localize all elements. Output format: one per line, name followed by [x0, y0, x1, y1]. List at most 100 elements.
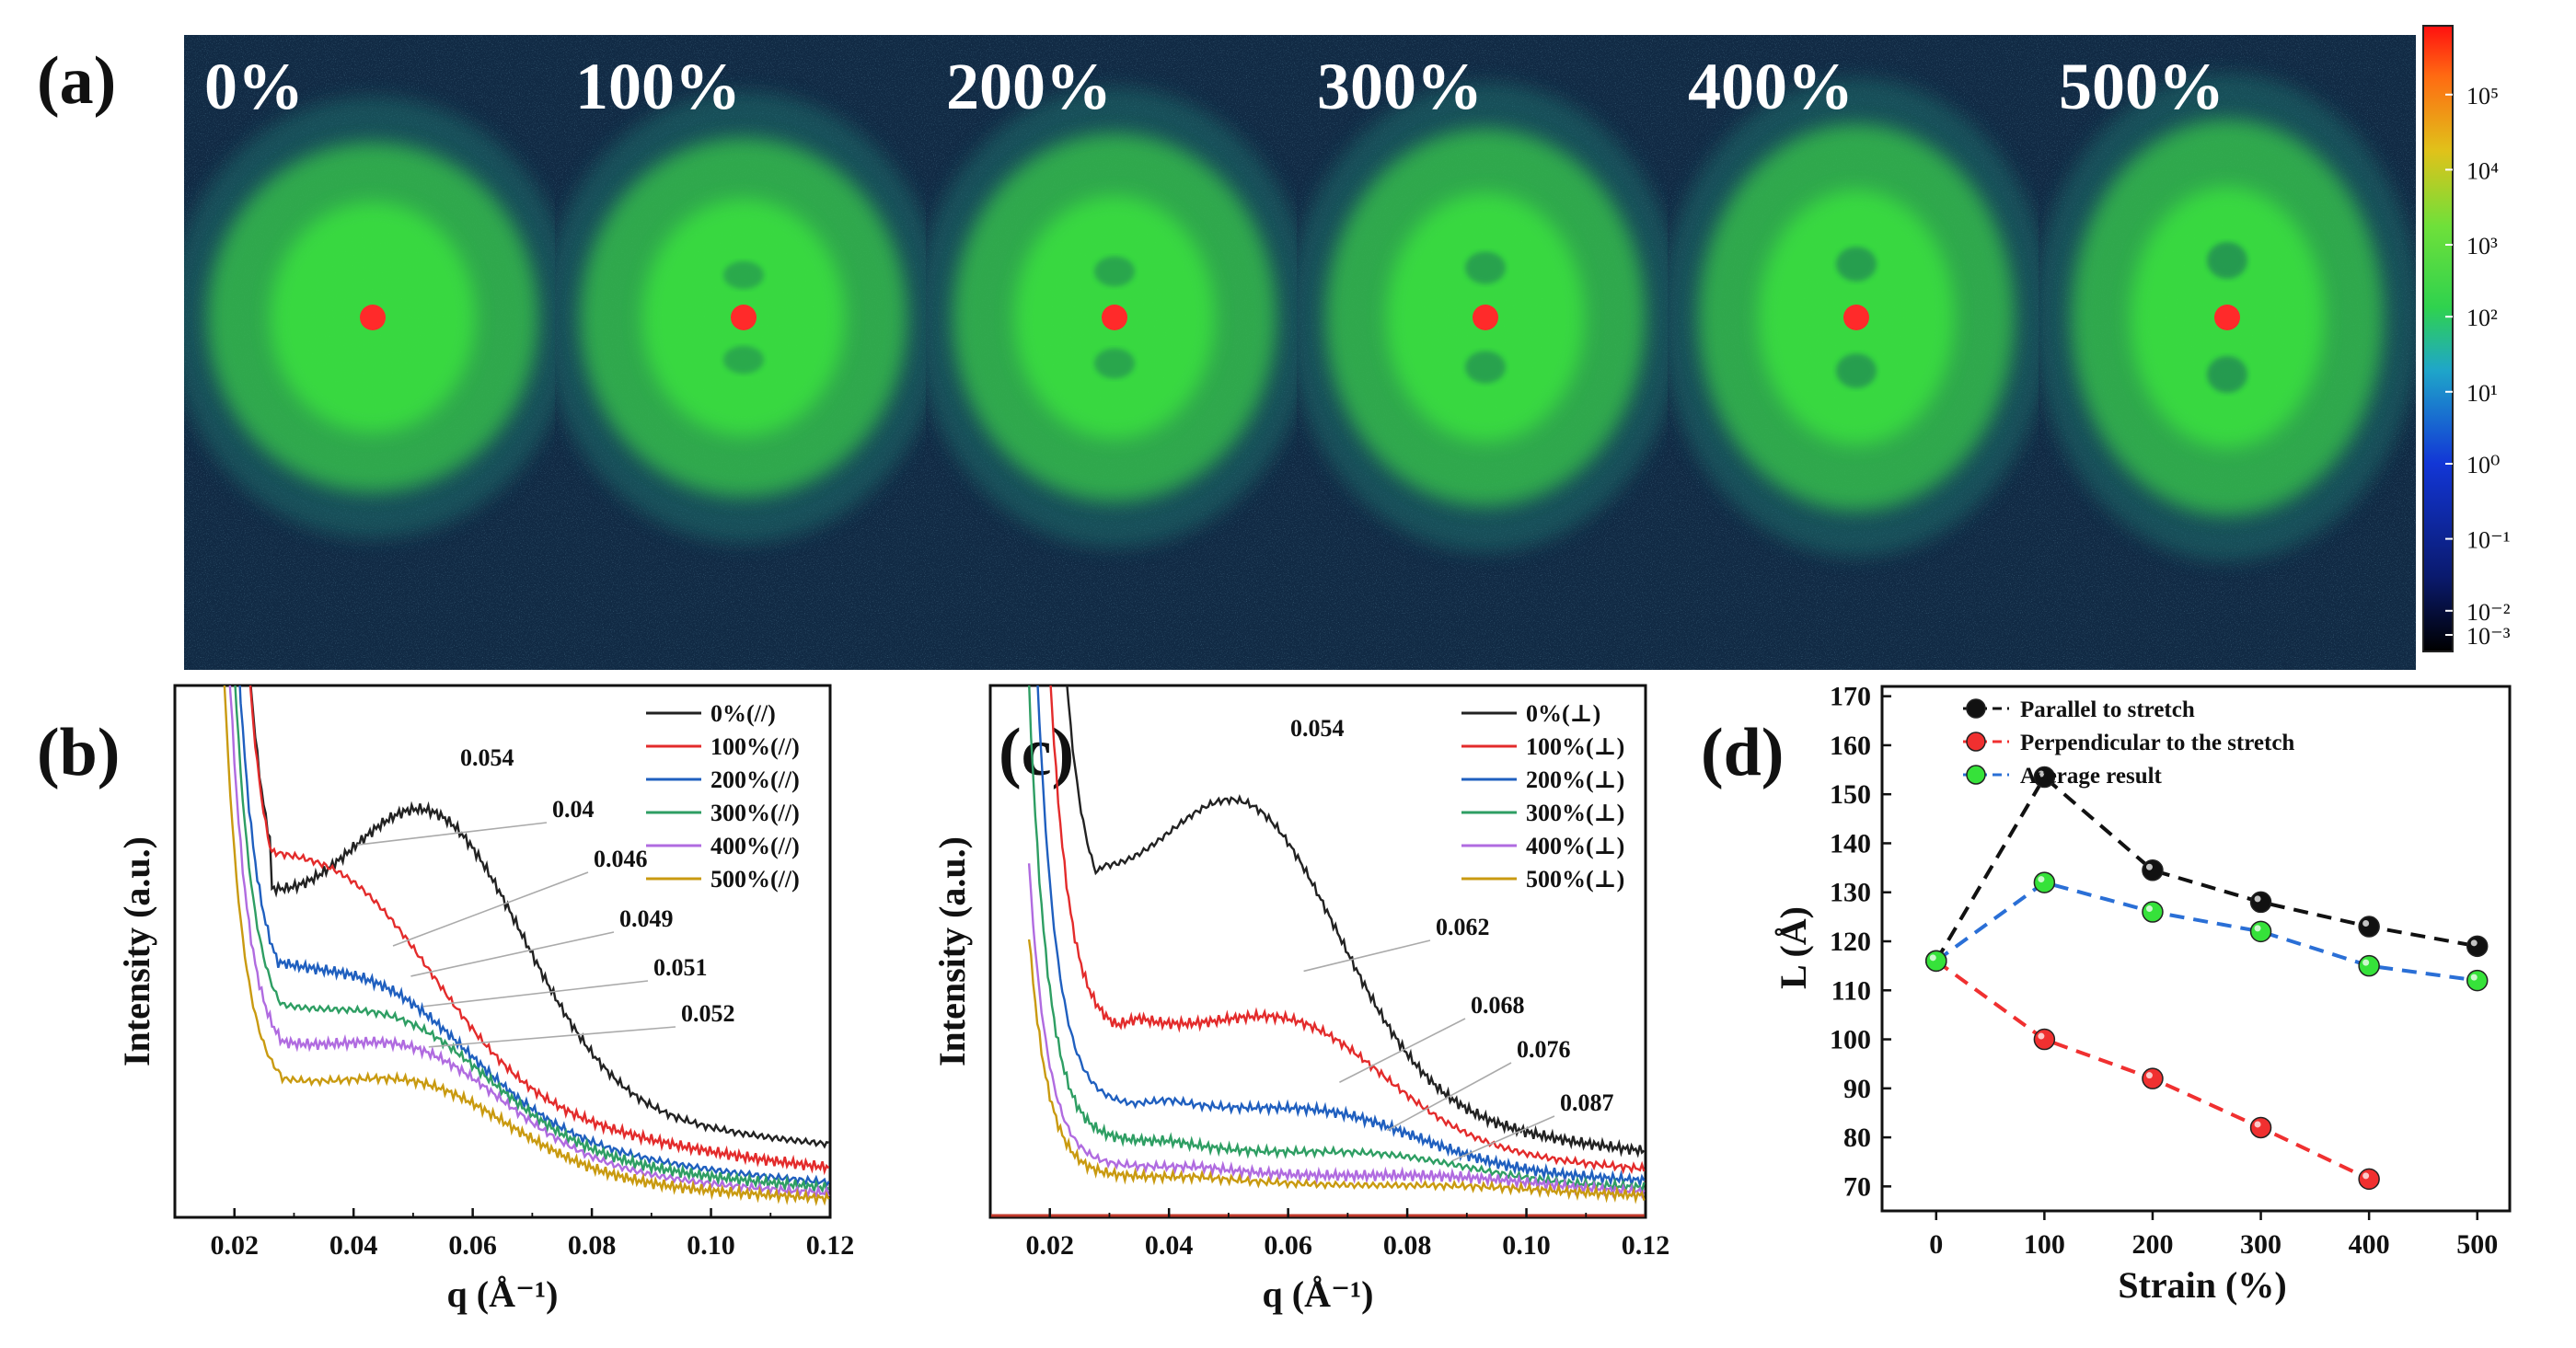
ytick-label: 80: [1843, 1123, 1871, 1153]
legend-label: Perpendicular to the stretch: [2020, 731, 2294, 755]
ytick-label: 90: [1843, 1074, 1871, 1104]
data-point: [2466, 935, 2489, 958]
data-point-highlight: [2362, 959, 2370, 966]
data-point-highlight: [2362, 920, 2370, 927]
saxs-strain-label: 100%: [575, 50, 741, 123]
annotation-label: 0.062: [1436, 914, 1490, 940]
saxs-strain-label: 400%: [1688, 50, 1854, 123]
panel-label-d: (d): [1701, 715, 1784, 790]
saxs-beamstop-spot: [1473, 305, 1498, 330]
data-point: [2466, 969, 2489, 992]
legend-marker: [1966, 732, 1986, 752]
chart-b-xticks: 0.02 0.04 0.06 0.08 0.10 0.12: [174, 1208, 854, 1261]
colorbar-gradient: [2422, 25, 2454, 652]
series-line-Parallel to stretch: [1935, 774, 2478, 962]
data-point: [2358, 916, 2380, 938]
chart-c-legend: 0%(⊥) 100%(⊥) 200%(⊥) 300%(⊥) 400%(⊥) 500%(⊥): [1461, 700, 1624, 893]
chart-d-frame: [1880, 685, 2512, 1213]
chart-b-annotations: 0.054 0.04 0.046 0.049 0.051 0.052: [357, 744, 735, 1048]
data-point-highlight: [2038, 1032, 2045, 1040]
data-point: [2358, 954, 2380, 977]
data-point: [2249, 1116, 2272, 1139]
colorbar-tick-label: 10⁴: [2466, 157, 2499, 184]
colorbar-tick-label: 10⁻¹: [2466, 527, 2511, 554]
data-point: [2142, 1067, 2164, 1089]
chart-b-frame: [173, 684, 832, 1219]
xtick-label: 0.04: [329, 1230, 378, 1261]
series-line-400%(//): [228, 686, 830, 1200]
series-line-500%(⊥): [1027, 939, 1646, 1204]
annotation-label: 0.068: [1471, 992, 1525, 1019]
legend-label: 500%(//): [710, 866, 800, 893]
data-point: [2249, 920, 2272, 943]
xtick-label: 300: [2240, 1229, 2281, 1260]
chart-d-xticks: 0 100 200 300 400 500: [1929, 1211, 2498, 1260]
xtick-label: 0.02: [1025, 1230, 1074, 1261]
data-point-highlight: [2145, 1072, 2153, 1079]
xtick-label: 0.04: [1145, 1230, 1194, 1261]
annotation-leader: [1452, 1115, 1555, 1162]
chart-d-yticks: 70 80 90 100 110 120 130 140 150 160 170: [1830, 682, 1891, 1202]
saxs-lobe-bottom: [723, 345, 764, 374]
legend-label: 100%(//): [710, 733, 800, 760]
legend-label: Average result: [2020, 764, 2163, 789]
panel-label-b: (b): [37, 715, 120, 790]
legend-marker: [1966, 765, 1986, 785]
colorbar-tick-label: 10¹: [2466, 380, 2498, 407]
ytick-label: 100: [1830, 1025, 1871, 1055]
annotation-label: 0.046: [594, 846, 648, 872]
chart-c: 0.054 0.062 0.068 0.076 0.087 0%(⊥) 100%(⊥) 20…: [931, 684, 1669, 1315]
ytick-label: 70: [1843, 1171, 1871, 1202]
ytick-label: 130: [1830, 878, 1871, 908]
data-point-highlight: [2470, 939, 2478, 947]
chart-b-xlabel: q (Å⁻¹): [447, 1273, 559, 1315]
data-point: [2033, 871, 2056, 893]
xtick-label: 0.06: [448, 1230, 497, 1261]
data-point-highlight: [2362, 1172, 2370, 1180]
chart-b-legend: 0%(//) 100%(//) 200%(//) 300%(//) 400%(//) 50…: [646, 700, 800, 893]
data-point: [2033, 1028, 2056, 1051]
ytick-label: 160: [1830, 731, 1871, 761]
chart-d-series: [1925, 766, 2489, 1191]
panel-label-c: (c): [999, 715, 1074, 790]
ytick-label: 120: [1830, 927, 1871, 957]
data-point-highlight: [2038, 876, 2045, 883]
saxs-beamstop-spot: [1102, 305, 1127, 330]
xtick-label: 0.02: [210, 1230, 259, 1261]
ytick-label: 170: [1830, 682, 1871, 712]
saxs-lobe-top: [1836, 247, 1877, 282]
legend-label: 0%(//): [710, 700, 776, 727]
saxs-image-row: 0% 100% 200% 300% 400% 500%: [184, 35, 2416, 670]
saxs-image-200: 200%: [926, 35, 1303, 670]
saxs-lobe-top: [1094, 256, 1135, 287]
legend-label: 300%(//): [710, 800, 800, 826]
chart-b: 0.054 0.04 0.046 0.049 0.051 0.052 0%(//) 100%…: [116, 684, 854, 1315]
data-point: [2142, 859, 2164, 881]
annotation-leader: [1339, 1018, 1466, 1083]
saxs-lobe-bottom: [2207, 356, 2247, 393]
annotation-leader: [410, 931, 615, 977]
xtick-label: 0.10: [1502, 1230, 1551, 1261]
colorbar-tick-label: 10⁰: [2466, 452, 2500, 478]
saxs-lobe-bottom: [1836, 353, 1877, 388]
xtick-label: 0.08: [568, 1230, 617, 1261]
chart-d: 70 80 90 100 110 120 130 140 150 160 170 0 100 200 30…: [1773, 682, 2512, 1306]
series-line-200%(⊥): [1036, 686, 1646, 1190]
colorbar-tick-label: 10⁻²: [2466, 599, 2511, 626]
data-point-highlight: [2470, 974, 2478, 981]
saxs-strain-label: 300%: [1317, 50, 1483, 123]
chart-d-ylabel: L (Å): [1773, 906, 1814, 989]
data-point-highlight: [1929, 954, 1936, 962]
xtick-label: 0.06: [1264, 1230, 1312, 1261]
colorbar-ticks: 10⁵ 10⁴ 10³ 10² 10¹ 10⁰ 10⁻¹ 10⁻²10⁻³: [2445, 83, 2511, 650]
saxs-strain-label: 200%: [946, 50, 1112, 123]
saxs-lobe-bottom: [1094, 348, 1135, 379]
saxs-image-300: 300%: [1297, 35, 1674, 670]
annotation-label: 0.049: [619, 905, 674, 932]
chart-c-ylabel: Intensity (a.u.): [931, 836, 973, 1066]
legend-label: 400%(⊥): [1526, 833, 1624, 859]
chart-c-xlabel: q (Å⁻¹): [1263, 1273, 1374, 1315]
chart-b-lines: [223, 686, 830, 1206]
series-line-300%(⊥): [1028, 686, 1646, 1196]
saxs-image-100: 100%: [555, 35, 932, 670]
